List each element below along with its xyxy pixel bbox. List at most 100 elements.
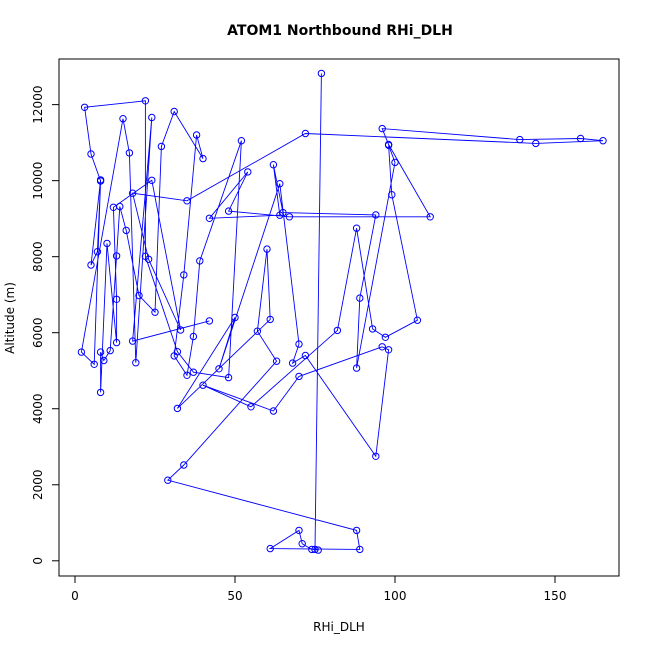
data-point [352,364,361,372]
y-tick-label-6: 12000 [31,86,45,124]
data-point [298,540,306,548]
data-point [141,97,150,105]
y-tick-label-2: 4000 [31,393,45,424]
data-point [116,202,124,211]
data-point [426,213,434,221]
data-point [333,326,342,335]
data-point [148,113,156,122]
data-point [381,333,390,341]
data-point [576,134,585,143]
y-axis-label: Altitude (m) [3,282,17,354]
data-point [378,124,386,133]
data-point [183,371,191,379]
data-point [384,140,393,149]
y-tick-label-4: 8000 [31,241,45,272]
y-tick-label-5: 10000 [31,162,45,200]
chart-title: ATOM1 Northbound RHi_DLH [227,23,453,39]
data-point [196,257,204,265]
data-point [269,407,278,415]
data-point [106,346,114,355]
data-point [173,348,182,356]
data-point [276,211,284,219]
data-point [263,245,271,253]
data-point [317,69,326,78]
data-point [77,348,86,356]
x-tick-label-0: 0 [71,589,79,603]
data-point [269,161,278,169]
data-point [93,248,102,256]
data-point [276,180,284,188]
data-point [301,351,310,360]
data-point [368,325,377,333]
data-point [192,131,201,139]
data-point [247,403,255,411]
data-point [183,197,191,205]
data-point [141,252,150,260]
data-point [266,315,274,324]
plot-frame [58,58,620,577]
data-point [90,360,98,368]
data-point [87,261,95,269]
data-point [516,135,524,144]
data-point [199,381,207,389]
x-tick-label-1: 50 [227,589,242,603]
data-point [100,356,108,365]
data-point [244,168,252,176]
data-point [413,316,422,324]
data-point [295,372,303,381]
data-point [532,139,540,148]
data-point [285,213,294,221]
data-point [301,129,310,138]
data-point [599,137,607,145]
data-point [352,526,361,535]
data-point [164,476,172,484]
data-point [189,368,198,376]
data-point [288,359,297,367]
data-point [112,295,121,303]
y-axis: 0 2000 4000 6000 8000 10000 12000 [31,86,60,565]
data-point [384,346,393,354]
data-point [96,176,105,184]
y-tick-label-3: 6000 [31,317,45,348]
data-point [224,373,233,382]
data-point [352,224,361,232]
data-point [205,317,214,325]
x-tick-label-3: 150 [544,589,567,603]
data-point [372,452,380,460]
data-point [388,191,396,199]
data-point [103,239,111,248]
data-point [253,327,262,335]
data-point [112,252,121,260]
data-point [151,308,159,316]
data-point [311,545,319,554]
data-point [128,337,137,345]
data-point [295,526,303,535]
data-point [80,103,89,112]
data-point [96,348,105,356]
data-point [135,291,143,300]
data-point [266,544,274,553]
data-point [173,404,182,413]
data-point [180,271,188,279]
series-line-0 [80,73,604,551]
data-point [356,294,364,302]
data-point [125,149,134,157]
y-tick-label-0: 0 [31,557,45,565]
data-point [372,211,380,219]
data-point [180,461,188,469]
data-point [378,343,386,351]
data-point [199,154,207,163]
data-point [205,214,214,223]
data-point [215,365,223,373]
data-point [170,107,178,116]
series-points [77,69,607,554]
data-point [308,545,316,554]
y-tick-label-1: 2000 [31,469,45,500]
data-point [189,332,198,341]
data-point [157,142,166,151]
data-point [132,359,140,367]
x-axis: 0 50 100 150 [71,575,567,603]
data-point [356,545,364,554]
data-point [224,207,233,215]
